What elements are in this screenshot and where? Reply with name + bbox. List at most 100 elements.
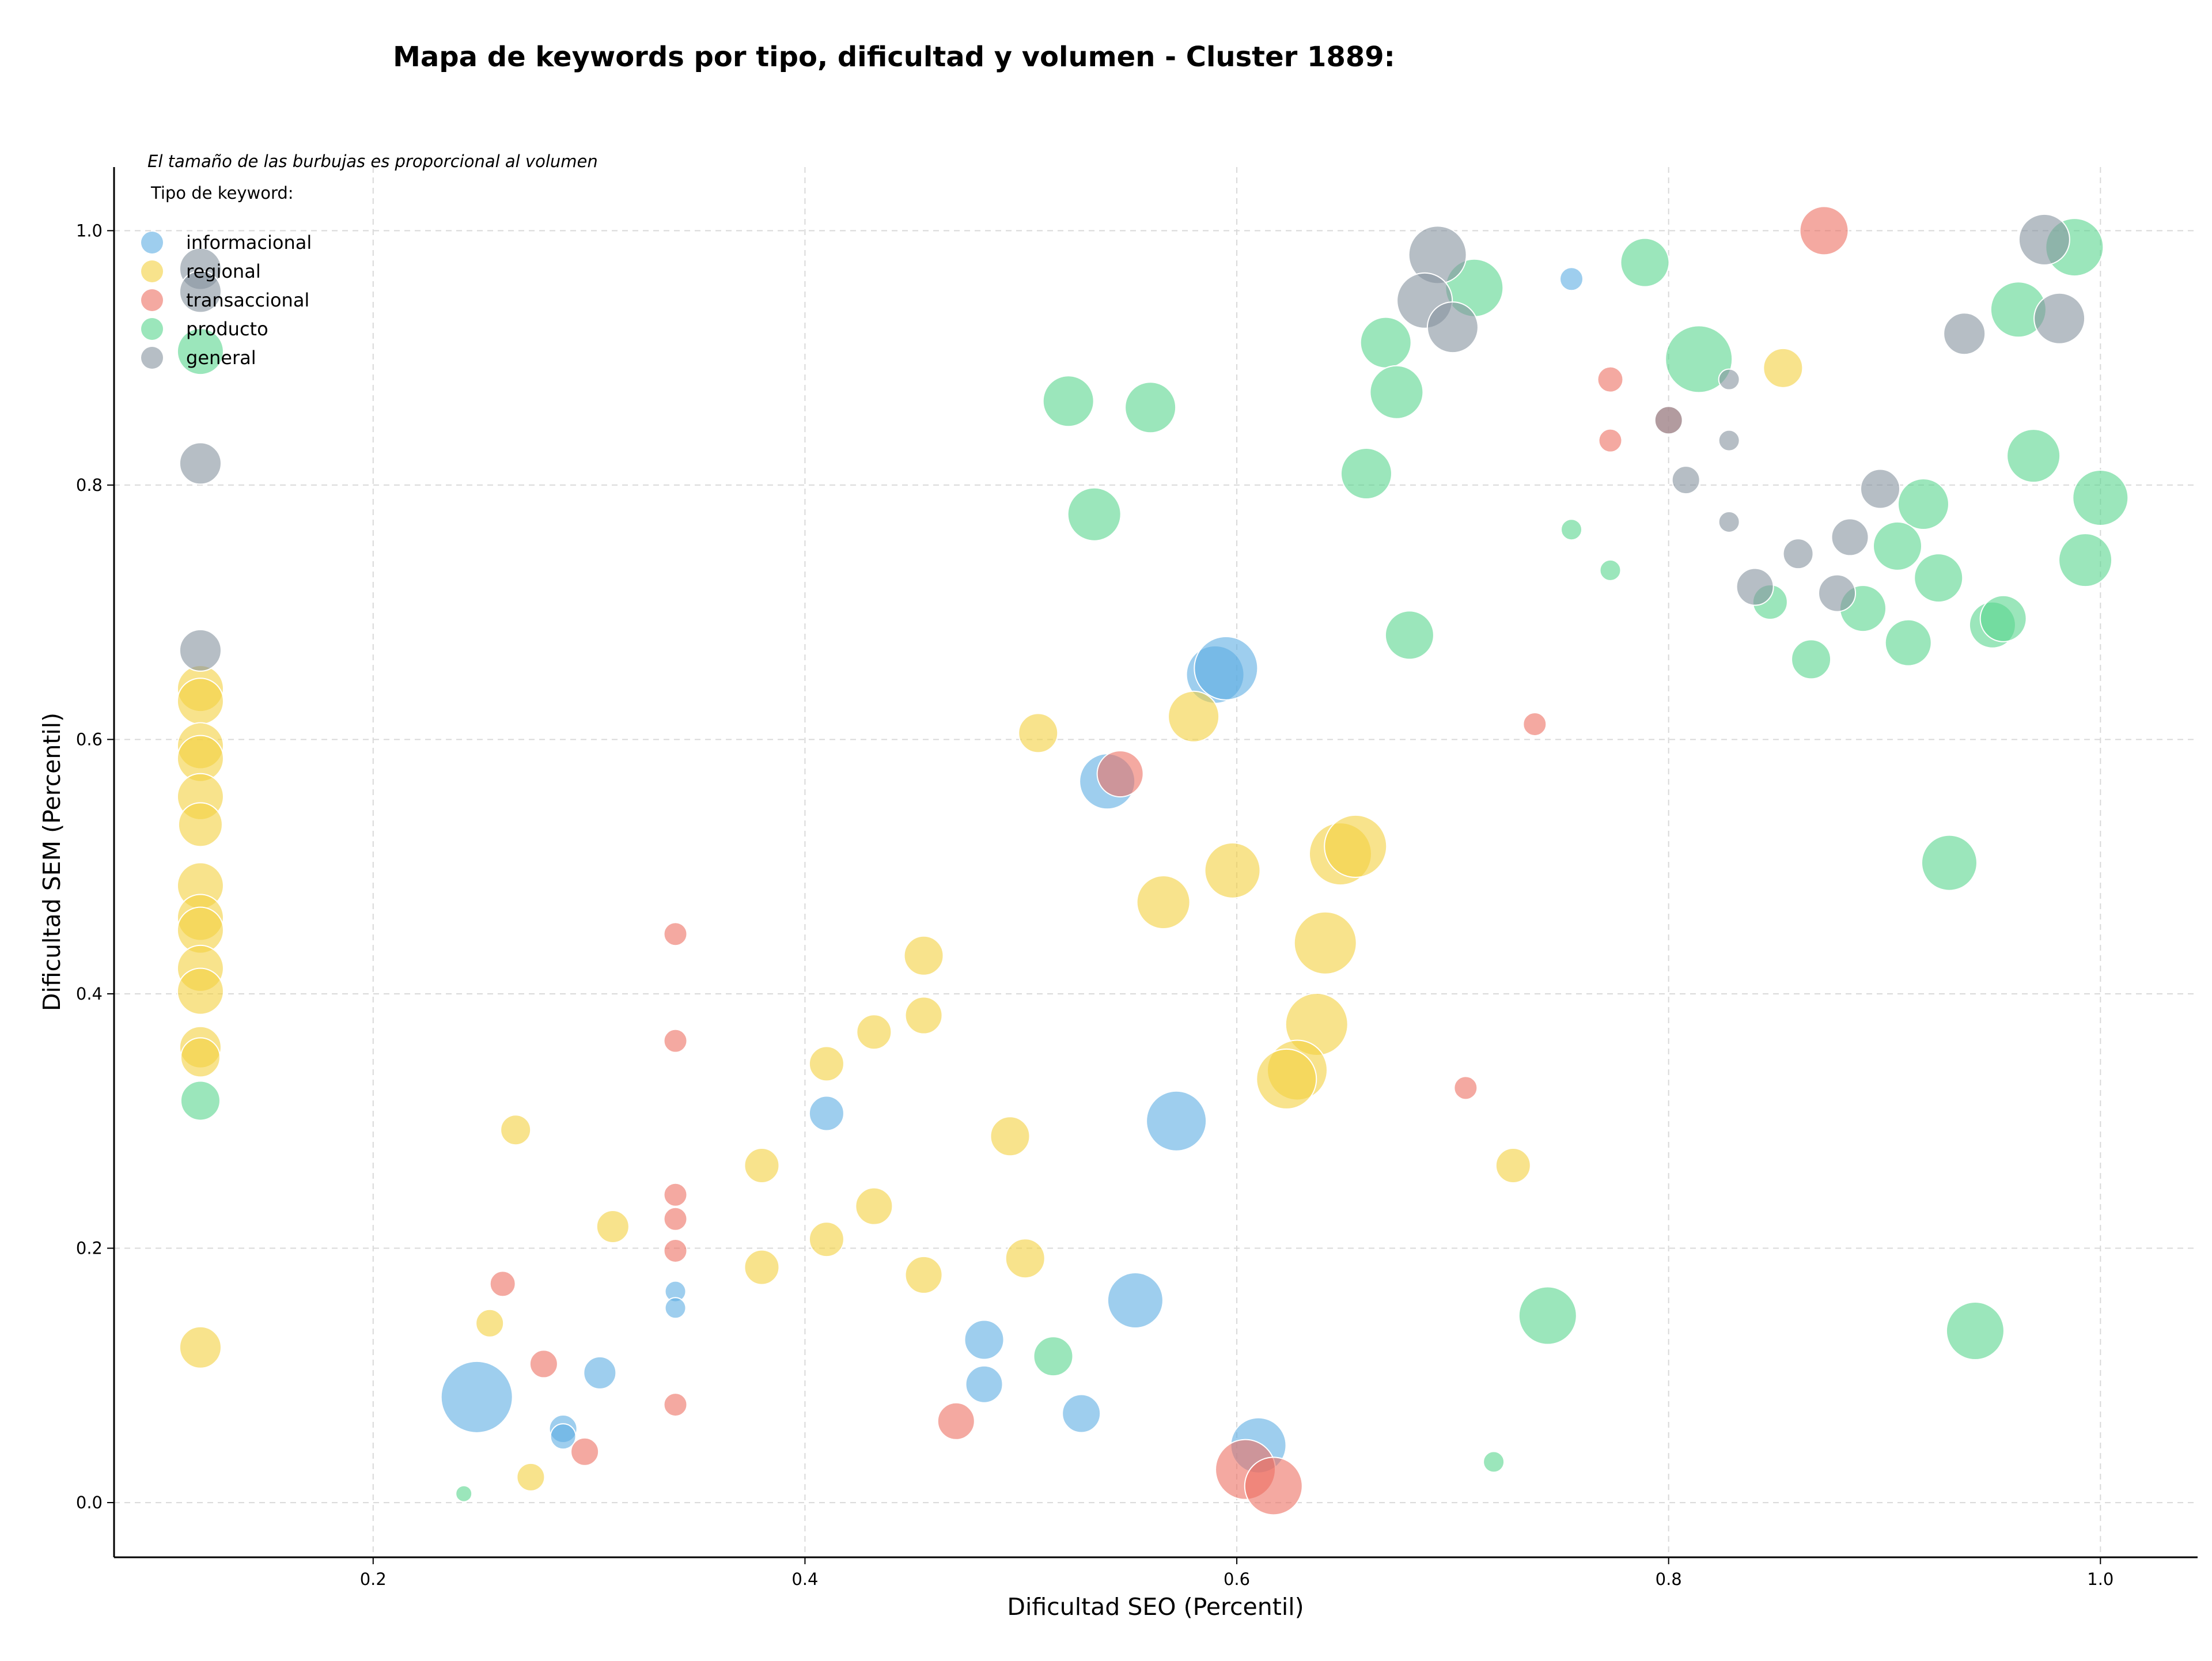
data-point-general	[1654, 406, 1683, 435]
data-point-regional	[1168, 690, 1220, 743]
data-point-producto	[1359, 316, 1412, 369]
data-point-regional	[596, 1210, 630, 1244]
data-point-regional	[1495, 1148, 1531, 1184]
data-point-producto	[1665, 325, 1733, 394]
data-point-regional	[855, 1187, 893, 1225]
data-point-producto	[1518, 1286, 1577, 1345]
data-point-producto	[1369, 365, 1424, 419]
data-point-regional	[475, 1308, 505, 1338]
data-point-producto	[1897, 478, 1949, 531]
x-ticks: 0.2 0.4 0.6 0.8 1.0	[360, 1557, 2113, 1589]
y-tick-label: 0.2	[76, 1239, 103, 1258]
data-point-transaccional	[663, 1238, 688, 1263]
data-point-general	[1736, 567, 1774, 606]
data-point-regional	[176, 678, 224, 725]
data-point-general	[1426, 301, 1479, 354]
data-point-producto	[1560, 519, 1583, 541]
data-point-general	[179, 629, 222, 672]
series-general	[179, 213, 2086, 672]
data-point-regional	[1256, 1048, 1317, 1110]
bubble-layer	[176, 206, 2129, 1516]
data-point-informacional	[1194, 635, 1259, 701]
legend-marker-general	[141, 347, 163, 369]
size-note: El tamaño de las burbujas es proporciona…	[147, 152, 598, 171]
series-transaccional	[489, 206, 1849, 1516]
data-point-transaccional	[663, 1393, 688, 1417]
data-point-producto	[1921, 834, 1978, 891]
legend: informacional regional transaccional produc…	[141, 232, 312, 369]
x-tick-label: 0.8	[1656, 1569, 1682, 1589]
data-point-producto	[1914, 553, 1964, 603]
legend-label-informacional: informacional	[186, 232, 312, 253]
data-point-transaccional	[663, 1206, 688, 1231]
data-point-producto	[1067, 487, 1122, 542]
data-point-producto	[1483, 1451, 1505, 1473]
data-point-producto	[1042, 375, 1094, 427]
legend-marker-transaccional	[141, 289, 163, 311]
data-point-producto	[455, 1485, 473, 1503]
data-point-general	[1860, 468, 1901, 509]
data-point-regional	[1018, 713, 1059, 754]
data-point-regional	[744, 1148, 780, 1184]
data-point-producto	[1873, 521, 1923, 571]
x-axis-label: Dificultad SEO (Percentil)	[1007, 1593, 1304, 1621]
data-point-regional	[808, 1046, 844, 1082]
legend-marker-regional	[141, 260, 163, 282]
legend-label-general: general	[186, 347, 256, 369]
legend-label-regional: regional	[186, 260, 261, 282]
data-point-regional	[744, 1249, 780, 1285]
data-point-regional	[176, 967, 224, 1015]
data-point-regional	[516, 1462, 546, 1492]
data-point-general	[2033, 292, 2086, 345]
y-ticks: 0.0 0.2 0.4 0.6 0.8 1.0	[76, 221, 114, 1512]
legend-marker-informacional	[141, 232, 163, 253]
data-point-producto	[1945, 1301, 2005, 1361]
series-regional	[176, 347, 1804, 1492]
data-point-informacional	[583, 1356, 617, 1390]
data-point-regional	[177, 802, 223, 847]
data-point-regional	[1293, 911, 1357, 975]
legend-label-producto: producto	[186, 318, 268, 340]
data-point-producto	[1979, 595, 2027, 642]
data-point-producto	[1884, 619, 1932, 667]
legend-marker-producto	[141, 318, 163, 340]
data-point-transaccional	[1799, 206, 1849, 256]
data-point-general	[1782, 538, 1814, 570]
data-point-producto	[1033, 1336, 1074, 1377]
data-point-producto	[2006, 429, 2061, 483]
data-point-informacional	[1107, 1272, 1164, 1329]
data-point-general	[1831, 518, 1869, 557]
data-point-general	[1718, 368, 1740, 391]
data-point-general	[179, 270, 222, 313]
data-point-transaccional	[937, 1402, 975, 1440]
data-point-regional	[856, 1014, 892, 1050]
grid	[114, 167, 2198, 1557]
data-point-general	[179, 442, 222, 485]
data-point-regional	[904, 996, 943, 1035]
data-point-producto	[2072, 469, 2129, 526]
series-informacional	[440, 267, 1584, 1474]
x-tick-label: 0.2	[360, 1569, 387, 1589]
legend-title: Tipo de keyword:	[150, 183, 294, 203]
chart-title: Mapa de keywords por tipo, dificultad y …	[393, 41, 1395, 73]
data-point-producto	[1791, 639, 1832, 680]
data-point-informacional	[664, 1297, 687, 1319]
data-point-producto	[1124, 381, 1177, 434]
data-point-regional	[500, 1114, 532, 1146]
data-point-informacional	[1559, 267, 1584, 292]
data-point-general	[2018, 213, 2070, 266]
x-tick-label: 1.0	[2087, 1569, 2113, 1589]
y-tick-label: 0.0	[76, 1493, 103, 1512]
data-point-general	[1818, 574, 1857, 612]
data-point-transaccional	[570, 1437, 600, 1466]
data-point-producto	[176, 328, 224, 376]
data-point-informacional	[964, 1319, 1005, 1360]
data-point-general	[1718, 510, 1740, 533]
data-point-producto	[1620, 237, 1670, 287]
x-tick-label: 0.4	[791, 1569, 818, 1589]
data-point-regional	[1136, 875, 1191, 930]
data-point-transaccional	[1522, 712, 1547, 736]
data-point-transaccional	[1096, 750, 1144, 798]
data-point-transaccional	[529, 1349, 558, 1379]
